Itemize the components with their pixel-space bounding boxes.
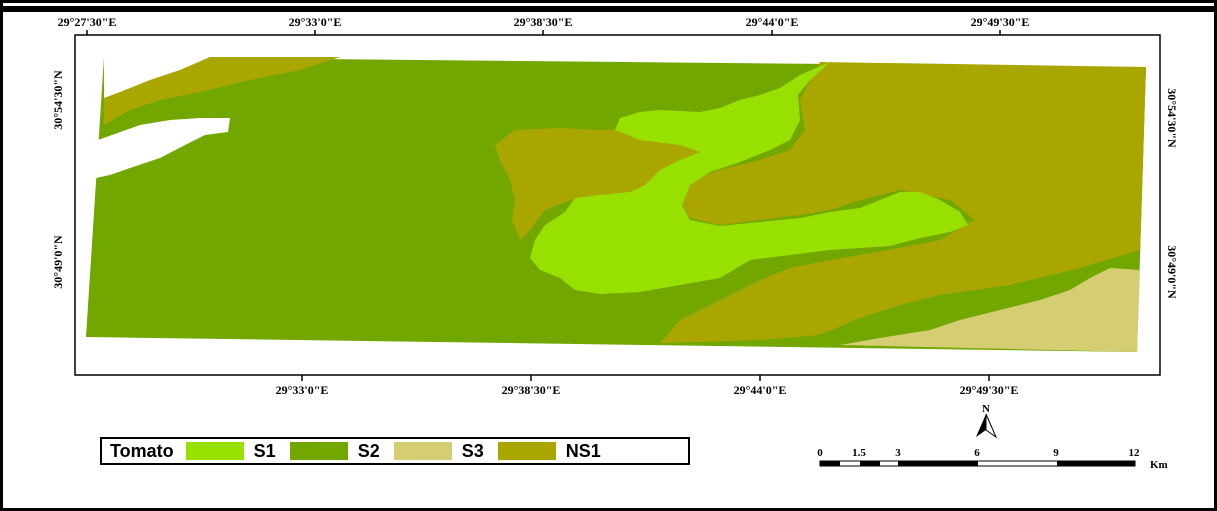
- legend-swatch-s3: [393, 442, 452, 460]
- legend: Tomato S1 S2 S3 NS1: [100, 437, 690, 465]
- legend-swatch-s1: [185, 442, 244, 460]
- region-ns1-east: [660, 62, 1146, 343]
- north-arrow-label: N: [982, 403, 990, 415]
- left-lat-label-1: 30°49'0"N: [51, 235, 65, 289]
- region-s1: [530, 62, 968, 294]
- scale-bar: 0 1.5 3 6 9 12 Km: [817, 447, 1167, 471]
- scale-unit: Km: [1150, 459, 1168, 471]
- legend-swatch-s2: [289, 442, 348, 460]
- right-lat-label-0: 30°54'30"N: [1165, 88, 1179, 148]
- scale-tick-4: 9: [1053, 447, 1059, 459]
- region-ns1-central: [495, 128, 700, 240]
- bottom-lon-label-1: 29°38'30"E: [502, 383, 561, 397]
- bottom-lon-label-0: 29°33'0"E: [276, 383, 329, 397]
- north-arrow: N: [976, 403, 998, 439]
- top-lon-label-2: 29°38'30"E: [514, 15, 573, 29]
- scale-tick-3: 6: [974, 447, 980, 459]
- top-lon-label-1: 29°33'0"E: [289, 15, 342, 29]
- top-ticks: [86, 30, 1001, 35]
- neatline: [74, 34, 1161, 376]
- right-lat-label-1: 30°49'0"N: [1165, 245, 1179, 299]
- top-lon-label-0: 29°27'30"E: [58, 15, 117, 29]
- bottom-ticks: [301, 375, 990, 381]
- legend-title: Tomato: [110, 440, 174, 461]
- left-lat-label-0: 30°54'30"N: [51, 70, 65, 130]
- scale-tick-1: 1.5: [852, 447, 866, 459]
- scale-tick-2: 3: [895, 447, 901, 459]
- legend-label-s1: S1: [253, 440, 276, 461]
- top-lon-label-3: 29°44'0"E: [746, 15, 799, 29]
- legend-label-ns1: NS1: [565, 440, 601, 461]
- water-body-2: [96, 118, 230, 178]
- scale-tick-0: 0: [817, 447, 823, 459]
- water-body-1: [104, 57, 210, 98]
- bottom-lon-label-3: 29°49'30"E: [960, 383, 1019, 397]
- top-lon-label-4: 29°49'30"E: [971, 15, 1030, 29]
- scale-tick-5: 12: [1129, 447, 1141, 459]
- legend-label-s3: S3: [461, 440, 484, 461]
- legend-label-s2: S2: [357, 440, 380, 461]
- region-s3: [840, 268, 1140, 352]
- bottom-lon-label-2: 29°44'0"E: [734, 383, 787, 397]
- legend-swatch-ns1: [497, 442, 556, 460]
- region-s2-east-band: [800, 250, 1140, 345]
